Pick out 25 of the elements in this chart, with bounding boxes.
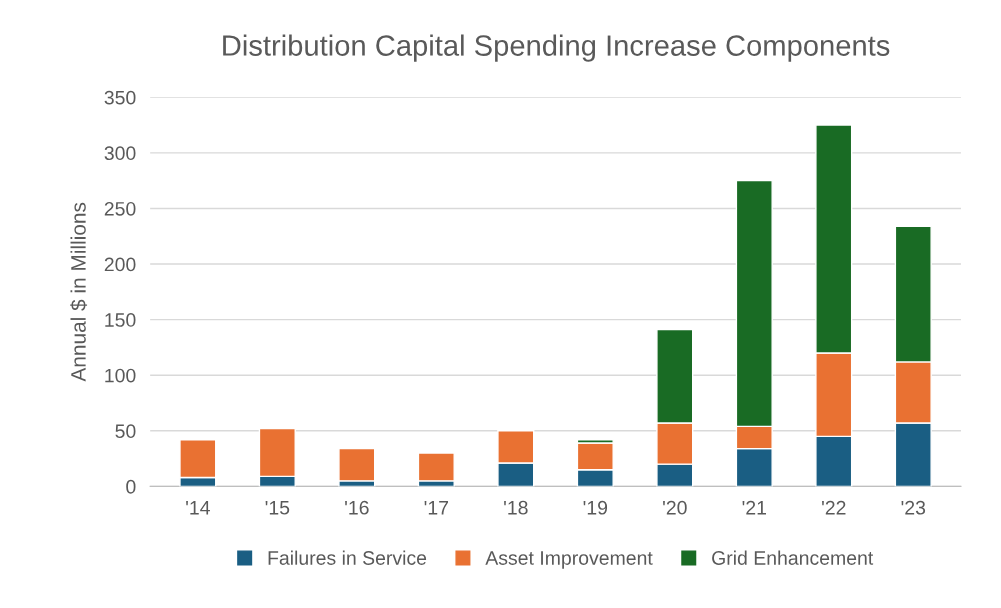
y-tick-label: 350: [104, 90, 136, 105]
bar: [338, 447, 376, 482]
x-tick-label: '16: [345, 500, 369, 515]
y-tick-label: 250: [104, 201, 136, 216]
x-tick-label: '17: [424, 501, 449, 515]
y-tick-label: 100: [105, 368, 136, 383]
y-axis-title: Annual $ in Millions: [70, 202, 88, 382]
y-tick-label: 200: [104, 257, 136, 272]
legend-label: Asset Improvement: [485, 551, 653, 569]
x-tick-label: '14: [186, 501, 210, 515]
x-tick-label: '23: [901, 500, 926, 515]
x-tick-label: '21: [742, 500, 767, 515]
x-tick-label: '22: [822, 500, 846, 515]
bar: [417, 452, 455, 482]
legend-label: Failures in Service: [268, 550, 427, 565]
chart-title: Distribution Capital Spending Increase Components: [223, 34, 890, 62]
x-tick-label: '15: [265, 501, 290, 515]
y-tick-label: 50: [115, 424, 136, 439]
x-tick-label: '18: [504, 500, 528, 515]
x-tick-label: '19: [583, 500, 608, 515]
x-tick-label: '20: [663, 500, 687, 515]
y-tick-label: 0: [126, 479, 136, 494]
y-tick-label: 150: [105, 313, 136, 327]
y-tick-label: 300: [104, 146, 136, 161]
legend-label: Grid Enhancement: [712, 550, 874, 565]
